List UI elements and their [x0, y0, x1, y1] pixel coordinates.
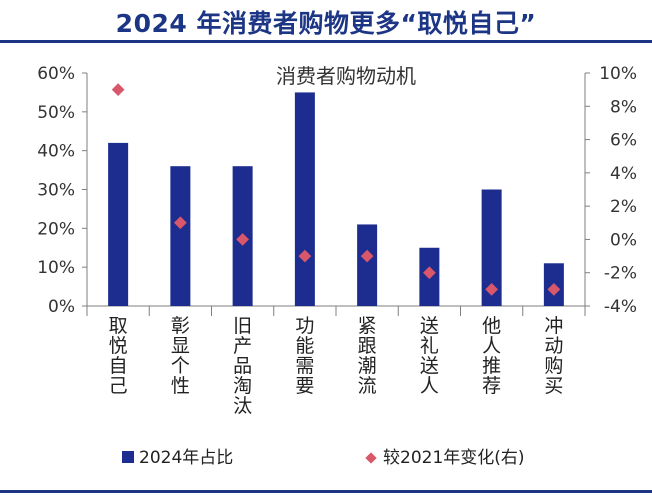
y-left-tick-label: 40%: [37, 142, 75, 162]
category-label: 冲动购买: [544, 315, 563, 397]
y-left-tick-label: 10%: [37, 258, 75, 278]
y-right-tick-label: -2%: [604, 264, 637, 284]
legend-bar-label: 2024年占比: [139, 448, 233, 468]
marker-7: [485, 282, 498, 296]
category-label: 他人推荐: [482, 315, 501, 397]
y-left-tick-label: 0%: [48, 297, 75, 317]
y-left-tick-label: 20%: [37, 219, 75, 239]
y-right-tick-label: 0%: [610, 230, 637, 250]
category-label: 功能需要: [295, 315, 314, 397]
y-left-tick-label: 50%: [37, 103, 75, 123]
y-right-tick-label: 8%: [610, 97, 637, 117]
marker-4: [298, 249, 312, 263]
marker-3: [236, 233, 249, 246]
category-labels: 取悦自己 彰显个性 旧产品淘汰 功能需要 紧跟潮流 送礼送人 他人推荐 冲动购买: [109, 315, 564, 417]
y-right-tick-label: 4%: [610, 164, 637, 184]
bottom-rule: [0, 490, 652, 493]
bar-7: [481, 189, 502, 306]
y-axis-right-ticks: -4% -2% 0% 2% 4% 6% 8% 10%: [585, 64, 637, 317]
chart-legend: 2024年占比 较2021年变化(右): [122, 448, 525, 468]
chart-title: 消费者购物动机: [276, 64, 416, 88]
y-left-tick-label: 30%: [37, 181, 75, 201]
chart-axes: [86, 73, 586, 316]
y-right-tick-label: 6%: [610, 131, 637, 151]
bar-series: [108, 92, 564, 307]
category-label: 取悦自己: [109, 315, 128, 397]
category-label: 彰显个性: [171, 315, 190, 397]
legend-marker-swatch: [365, 452, 377, 464]
legend-marker-label: 较2021年变化(右): [383, 448, 525, 468]
y-axis-left-ticks: 0% 10% 20% 30% 40% 50% 60%: [37, 64, 87, 317]
category-label: 紧跟潮流: [358, 315, 377, 397]
y-right-tick-label: 10%: [599, 64, 637, 84]
y-left-tick-label: 60%: [37, 64, 75, 84]
page-title: 2024 年消费者购物更多“取悦自己”: [115, 9, 537, 38]
marker-1: [111, 83, 125, 97]
y-right-tick-label: 2%: [610, 197, 637, 217]
marker-2: [174, 216, 187, 230]
y-right-tick-label: -4%: [604, 297, 637, 317]
bar-4: [294, 92, 315, 307]
category-label: 旧产品淘汰: [233, 315, 252, 417]
legend-bar-swatch: [122, 451, 134, 463]
category-label: 送礼送人: [420, 315, 439, 397]
bar-2: [170, 166, 191, 306]
bar-1: [108, 142, 129, 306]
bar-5: [357, 224, 378, 306]
marker-5: [360, 249, 374, 263]
title-rule: [0, 40, 652, 43]
marker-6: [423, 266, 436, 280]
